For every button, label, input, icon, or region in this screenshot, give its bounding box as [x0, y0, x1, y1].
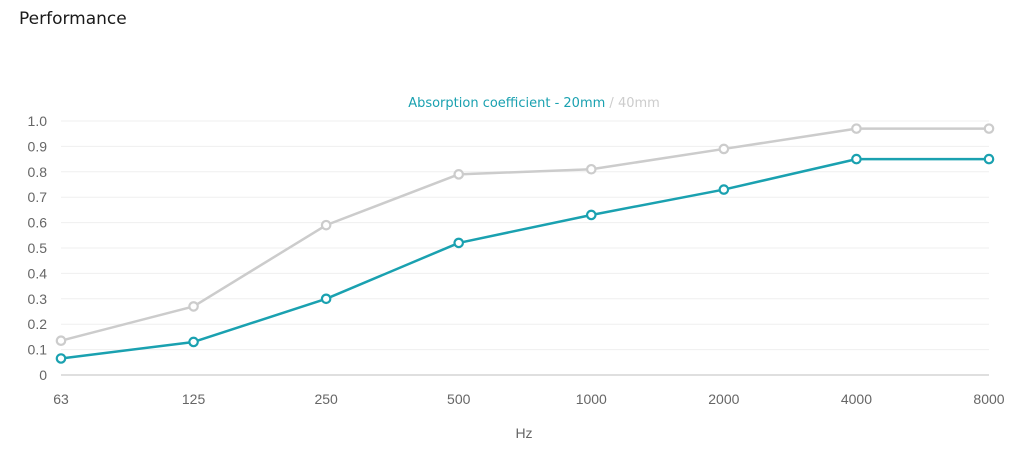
data-point[interactable]	[585, 209, 597, 221]
x-tick-label: 500	[447, 391, 471, 407]
y-tick-label: 0.1	[28, 342, 48, 358]
chart-legend[interactable]: Absorption coefficient - 20mm / 40mm	[408, 96, 660, 111]
y-tick-label: 0.5	[28, 240, 48, 256]
data-point[interactable]	[453, 169, 465, 180]
data-point[interactable]	[718, 143, 730, 155]
y-tick-label: 0	[39, 367, 47, 383]
data-point[interactable]	[851, 123, 862, 134]
grid-lines	[61, 120, 989, 351]
y-tick-label: 0.2	[28, 316, 48, 332]
y-tick-label: 1.0	[28, 113, 48, 129]
y-tick-label: 0.7	[28, 189, 48, 205]
legend-separator: /	[609, 96, 618, 111]
data-point[interactable]	[718, 184, 730, 195]
data-point[interactable]	[55, 335, 67, 347]
y-tick-label: 0.6	[28, 215, 48, 231]
series-group	[55, 123, 995, 364]
y-tick-label: 0.8	[28, 164, 48, 180]
legend-item-20mm[interactable]: Absorption coefficient - 20mm	[408, 96, 605, 111]
x-tick-label: 1000	[576, 391, 607, 407]
data-point[interactable]	[188, 301, 199, 312]
data-point[interactable]	[453, 237, 465, 249]
x-tick-label: 63	[53, 391, 69, 407]
series-line	[60, 127, 989, 342]
x-tick-label: 4000	[841, 391, 872, 407]
data-point[interactable]	[55, 353, 67, 364]
series-line	[60, 157, 989, 360]
y-tick-label: 0.3	[28, 291, 48, 307]
data-point[interactable]	[320, 293, 332, 305]
x-tick-label: 2000	[708, 391, 739, 407]
axes: 0 0.1 0.2 0.3 0.4 0.5 0.6 0.7 0.8 0.9 1.0 63 125 250 5…	[28, 113, 1005, 407]
y-tick-label: 0.4	[28, 265, 48, 281]
data-point[interactable]	[585, 163, 597, 175]
x-axis-title: Hz	[515, 425, 532, 441]
series-40mm	[55, 123, 995, 347]
y-tick-label: 0.9	[28, 138, 48, 154]
series-20mm	[55, 153, 995, 364]
data-point[interactable]	[851, 153, 862, 165]
data-point[interactable]	[983, 153, 995, 165]
legend-item-40mm[interactable]: 40mm	[618, 96, 660, 111]
x-tick-label: 8000	[973, 391, 1004, 407]
x-tick-label: 125	[182, 391, 206, 407]
x-tick-label: 250	[314, 391, 338, 407]
data-point[interactable]	[983, 123, 995, 134]
data-point[interactable]	[320, 219, 332, 231]
data-point[interactable]	[188, 336, 199, 348]
section-title: Performance	[19, 9, 127, 29]
